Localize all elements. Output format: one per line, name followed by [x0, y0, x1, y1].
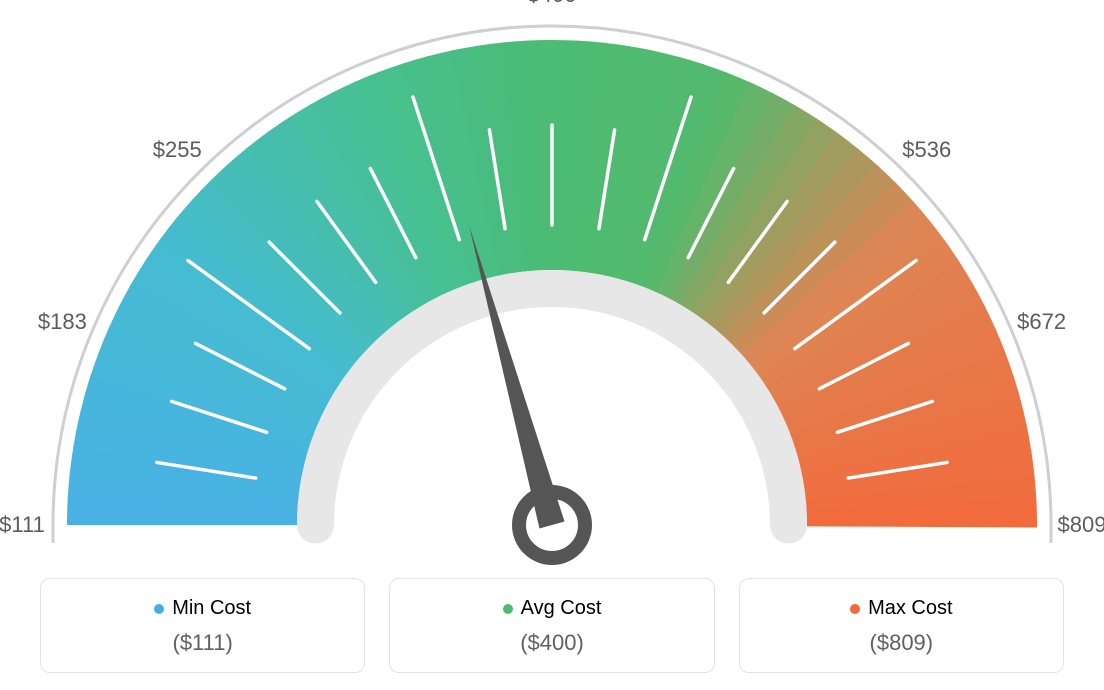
gauge-area: $111 $183 $255 $400 $536 $672 $809 — [0, 0, 1104, 570]
legend-box-min: Min Cost ($111) — [40, 578, 365, 673]
legend-title-text: Min Cost — [172, 597, 251, 620]
legend-box-avg: Avg Cost ($400) — [389, 578, 714, 673]
scale-label: $183 — [38, 309, 87, 335]
dot-icon — [154, 604, 164, 614]
dot-icon — [503, 604, 513, 614]
gauge-svg — [0, 0, 1104, 570]
legend-value-avg: ($400) — [400, 630, 703, 656]
legend-value-max: ($809) — [750, 630, 1053, 656]
legend-title-max: Max Cost — [850, 597, 952, 620]
legend-value-min: ($111) — [51, 630, 354, 656]
scale-label: $672 — [1017, 309, 1066, 335]
scale-label: $255 — [153, 137, 202, 163]
scale-label: $400 — [528, 0, 577, 8]
legend-title-text: Avg Cost — [521, 597, 602, 620]
legend-row: Min Cost ($111) Avg Cost ($400) Max Cost… — [0, 578, 1104, 673]
legend-box-max: Max Cost ($809) — [739, 578, 1064, 673]
scale-label: $809 — [1058, 512, 1104, 538]
legend-title-text: Max Cost — [868, 597, 952, 620]
cost-gauge-widget: $111 $183 $255 $400 $536 $672 $809 Min Cost ($… — [0, 0, 1104, 690]
legend-title-avg: Avg Cost — [503, 597, 602, 620]
legend-title-min: Min Cost — [154, 597, 251, 620]
scale-label: $536 — [902, 137, 951, 163]
dot-icon — [850, 604, 860, 614]
scale-label: $111 — [0, 512, 45, 538]
